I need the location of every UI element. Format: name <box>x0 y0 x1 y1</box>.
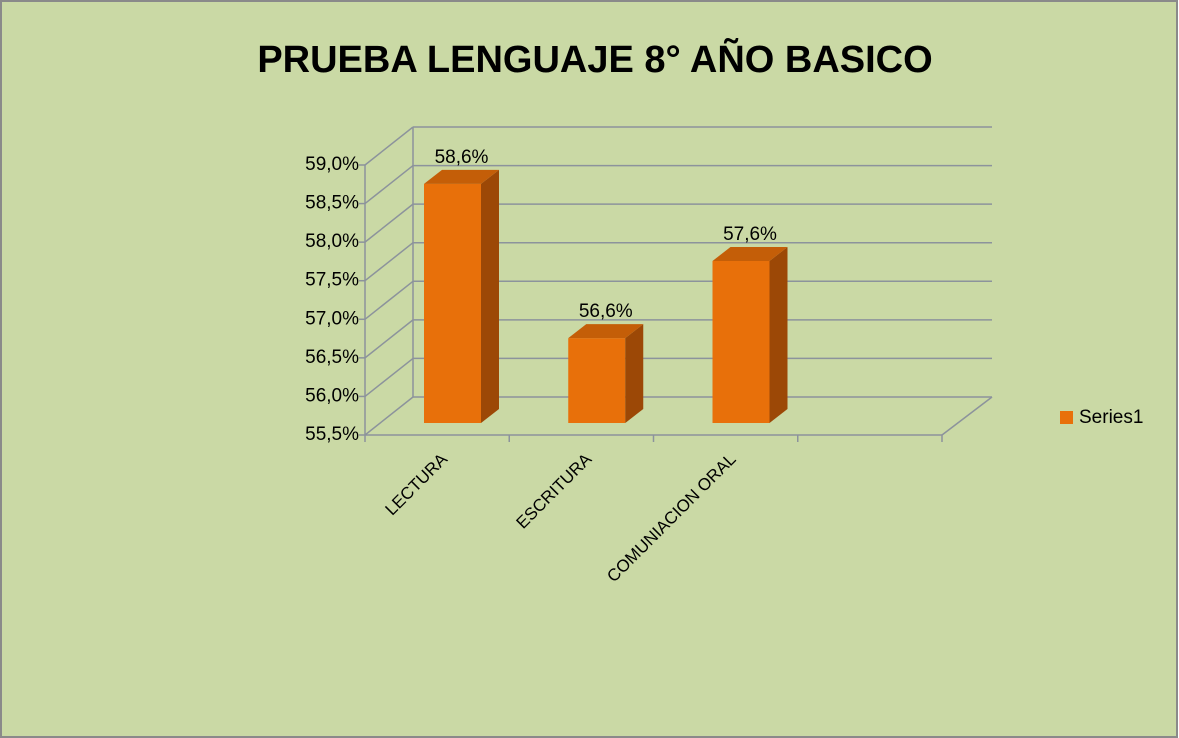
y-tick-label: 56,5% <box>305 347 359 368</box>
axis-line <box>941 396 993 436</box>
y-tick-label: 55,5% <box>305 424 359 445</box>
y-tick-label: 57,0% <box>305 308 359 329</box>
data-label: 56,6% <box>579 301 633 322</box>
grid-line <box>364 357 414 398</box>
bar-top <box>712 247 788 261</box>
grid-line <box>364 203 414 243</box>
y-tick-label: 58,0% <box>305 231 359 252</box>
grid-line <box>364 319 414 359</box>
grid-line <box>364 242 414 282</box>
y-tick-label: 58,5% <box>305 193 359 214</box>
grid-line <box>364 126 414 166</box>
grid-line <box>364 164 414 205</box>
y-tick-label: 56,0% <box>305 385 359 406</box>
bar-side <box>625 324 644 423</box>
legend-label: Series1 <box>1079 407 1143 428</box>
data-label: 58,6% <box>435 147 489 168</box>
bar-side <box>481 169 499 423</box>
bar <box>568 338 626 423</box>
bar-side <box>769 247 788 423</box>
chart-title: PRUEBA LENGUAJE 8° AÑO BASICO <box>257 37 932 81</box>
grid-line <box>364 280 414 320</box>
bar-top <box>568 324 644 339</box>
grid-line <box>364 396 414 436</box>
bar-top <box>424 169 499 184</box>
legend-swatch <box>1060 411 1073 424</box>
data-label: 57,6% <box>723 224 777 245</box>
bar <box>712 261 770 423</box>
bar <box>424 183 481 423</box>
y-tick-label: 59,0% <box>305 154 359 175</box>
y-tick-label: 57,5% <box>305 270 359 291</box>
